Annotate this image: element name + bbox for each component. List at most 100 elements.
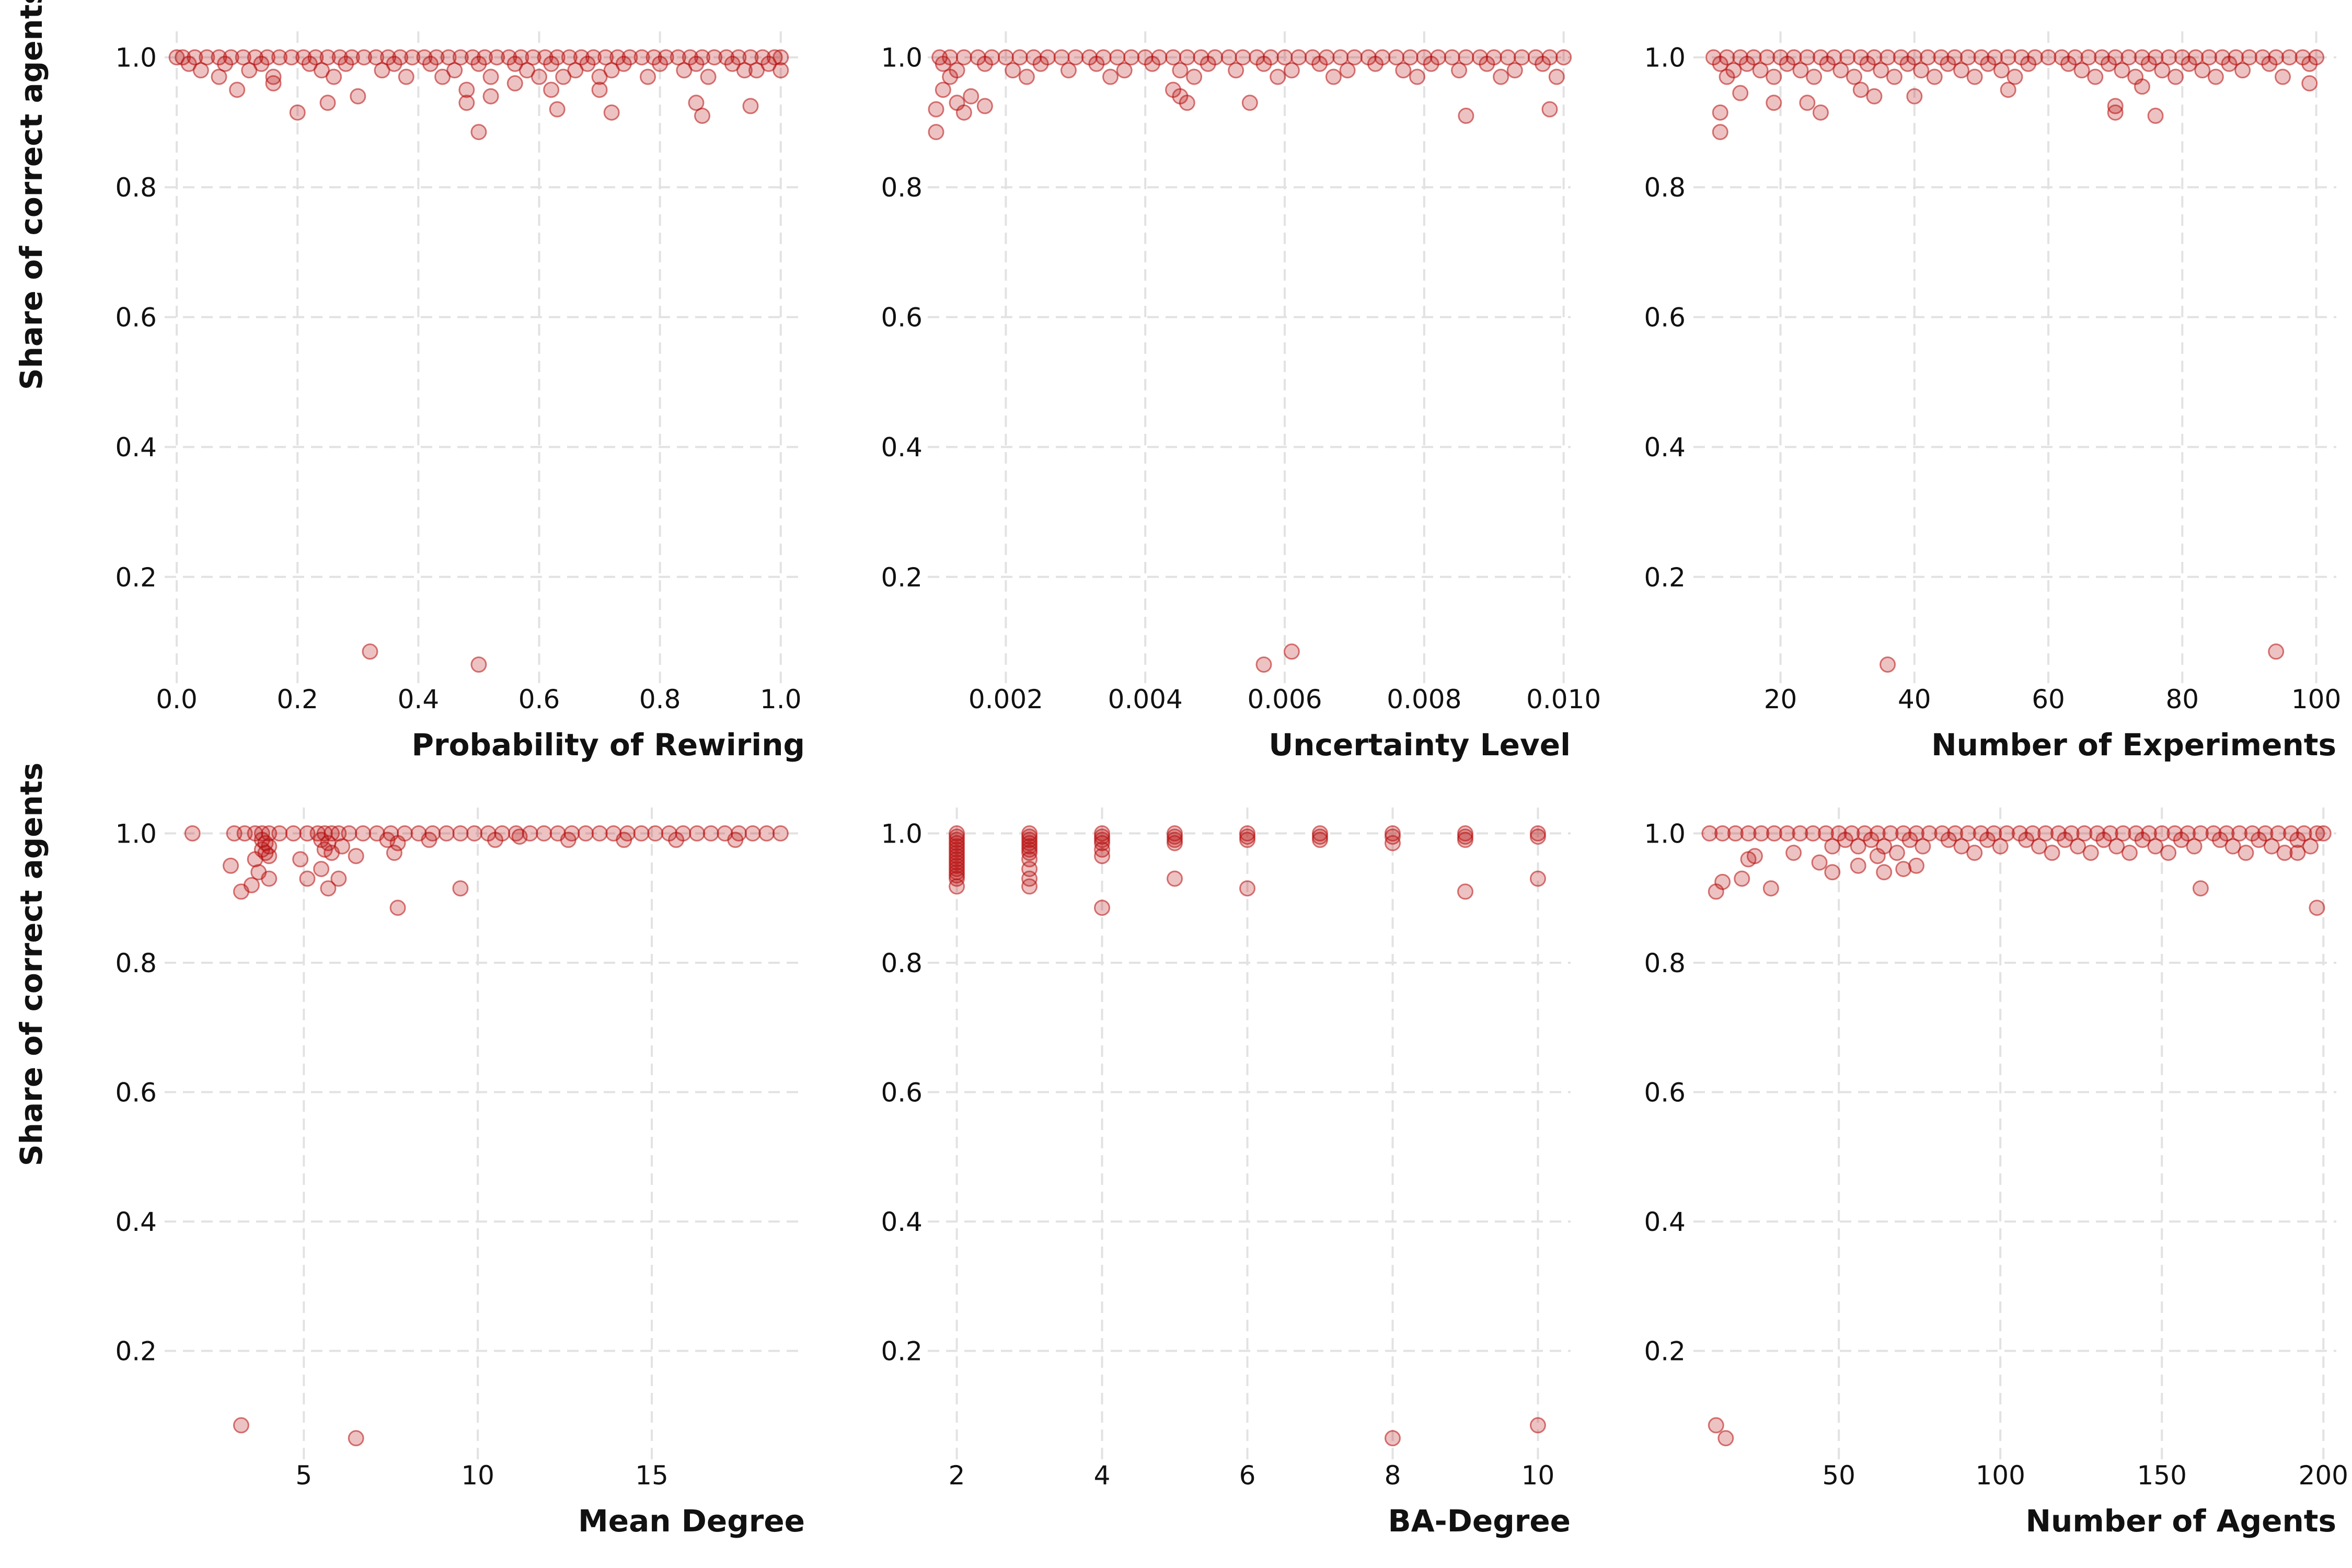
data-point	[1529, 870, 1546, 887]
data-point	[1239, 832, 1256, 848]
data-point	[1811, 854, 1828, 871]
data-point	[386, 845, 402, 861]
data-point	[211, 68, 227, 85]
data-point	[1423, 55, 1439, 72]
data-point	[1409, 68, 1426, 85]
data-point	[320, 880, 337, 897]
data-point	[1919, 49, 1936, 66]
x-tick-label: 15	[635, 1460, 668, 1491]
data-point	[2044, 845, 2060, 861]
data-point	[235, 49, 251, 66]
data-point	[1167, 870, 1183, 887]
data-point	[1817, 825, 1834, 842]
data-point	[1717, 1430, 1734, 1447]
data-point	[1325, 68, 1342, 85]
data-point	[1785, 845, 1802, 861]
data-point	[184, 825, 201, 842]
data-point	[1701, 825, 1718, 842]
data-point	[1395, 62, 1412, 79]
data-point	[2107, 104, 2124, 121]
data-point	[1311, 55, 1328, 72]
data-point	[348, 848, 364, 864]
data-point	[1953, 838, 1970, 855]
data-point	[1966, 845, 1983, 861]
data-point	[1973, 825, 1989, 842]
data-point	[2018, 832, 2035, 848]
data-point	[1959, 825, 1976, 842]
data-point	[1529, 828, 1546, 845]
x-tick-label: 8	[1385, 1460, 1401, 1491]
data-point	[2186, 838, 2203, 855]
data-point	[2251, 832, 2267, 848]
data-point	[326, 68, 342, 85]
data-point	[1018, 68, 1035, 85]
data-point	[319, 95, 336, 111]
data-point	[536, 825, 552, 842]
x-tick-label: 200	[2299, 1460, 2348, 1491]
data-point	[1759, 49, 1775, 66]
y-tick-label: 1.0	[115, 43, 157, 73]
data-point	[2080, 49, 2097, 66]
data-point	[374, 62, 390, 79]
data-point	[192, 62, 209, 79]
data-point	[2244, 825, 2261, 842]
data-point	[2153, 825, 2170, 842]
data-point	[265, 68, 282, 85]
data-point	[2173, 832, 2189, 848]
points-group	[1705, 49, 2325, 673]
data-point	[1921, 825, 1938, 842]
data-point	[928, 101, 944, 118]
data-point	[313, 861, 330, 878]
data-point	[616, 832, 632, 848]
data-point	[265, 75, 282, 91]
data-point	[706, 49, 723, 66]
data-point	[2011, 825, 2028, 842]
data-point	[2201, 49, 2218, 66]
data-point	[640, 68, 656, 85]
data-point	[2315, 825, 2332, 842]
data-point	[963, 88, 979, 105]
data-point	[2224, 838, 2241, 855]
data-point	[398, 68, 414, 85]
data-point	[1824, 838, 1841, 855]
x-tick-label: 20	[1764, 684, 1797, 714]
y-tick-label: 0.4	[115, 1207, 157, 1237]
data-point	[1766, 95, 1782, 111]
data-point	[561, 49, 578, 66]
data-point	[299, 870, 316, 887]
data-point	[1886, 68, 1903, 85]
data-point	[1959, 49, 1976, 66]
data-point	[1869, 848, 1886, 864]
data-point	[1312, 832, 1329, 848]
data-point	[1367, 55, 1383, 72]
data-point	[2134, 832, 2151, 848]
data-point	[702, 825, 719, 842]
data-point	[1953, 62, 1969, 79]
data-point	[506, 75, 523, 91]
data-point	[2276, 845, 2293, 861]
data-point	[2108, 838, 2125, 855]
data-point	[1934, 825, 1951, 842]
data-point	[1779, 825, 1795, 842]
data-point	[1094, 900, 1111, 916]
data-point	[1999, 825, 2015, 842]
y-tick-label: 1.0	[881, 43, 923, 73]
data-point	[694, 108, 711, 124]
y-tick-label: 0.8	[1644, 948, 1686, 978]
x-tick-label: 40	[1898, 684, 1931, 714]
data-point	[591, 825, 608, 842]
data-point	[1839, 49, 1856, 66]
points-group	[1701, 825, 2332, 1447]
data-point	[1895, 861, 1912, 878]
data-point	[261, 848, 278, 864]
data-point	[1766, 825, 1783, 842]
data-point	[466, 825, 483, 842]
data-point	[2192, 880, 2209, 897]
data-point	[2024, 825, 2041, 842]
y-tick-label: 0.8	[881, 172, 923, 203]
x-axis-title: Probability of Rewiring	[411, 727, 805, 763]
data-point	[1882, 825, 1899, 842]
y-tick-label: 0.6	[881, 1078, 923, 1108]
data-point	[1094, 835, 1111, 851]
y-tick-label: 0.2	[1644, 1336, 1686, 1367]
